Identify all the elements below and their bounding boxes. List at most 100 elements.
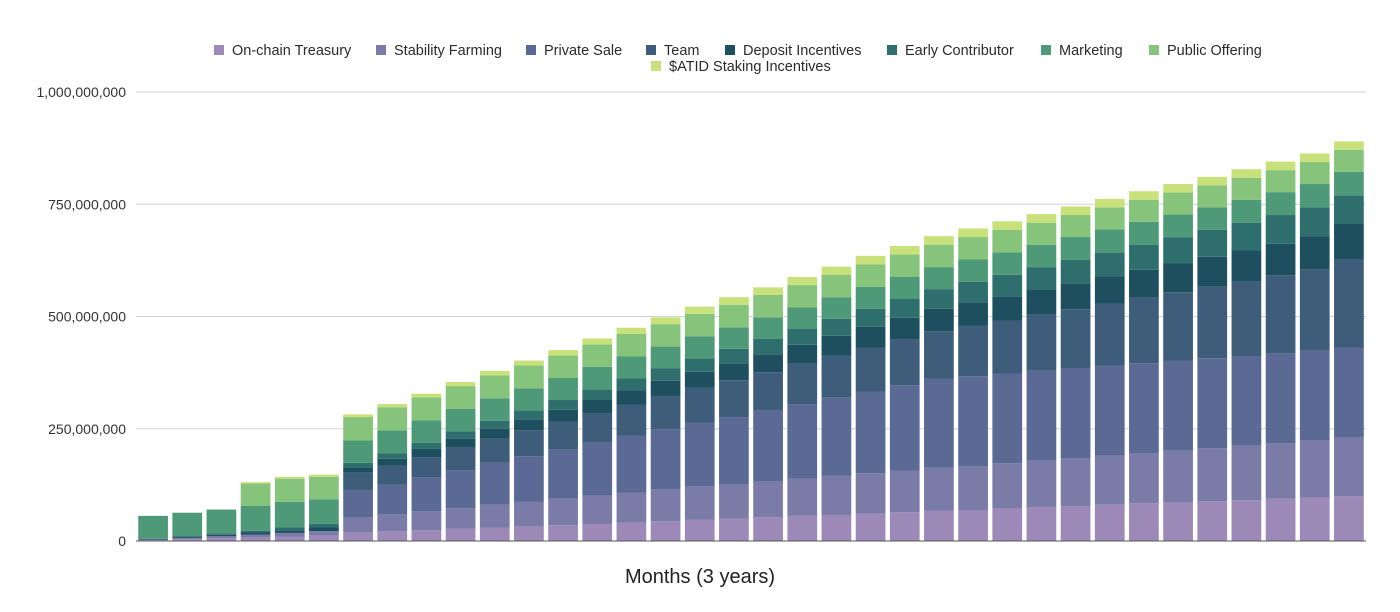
bar-segment (445, 528, 476, 541)
bar-segment (1265, 243, 1296, 276)
bar-segment (1163, 360, 1193, 451)
bar-segment (445, 470, 476, 509)
bar-segment (787, 515, 818, 541)
bar-segment (821, 297, 852, 319)
bar-segment (684, 358, 715, 372)
bar-segment (309, 523, 339, 528)
bar-segment (1265, 161, 1296, 171)
bar-segment (240, 537, 271, 541)
bar-segment (309, 476, 339, 500)
bar-segment (514, 430, 544, 457)
legend: On-chain Treasury Stability Farming Privat… (214, 43, 1262, 75)
legend-swatch (646, 45, 656, 55)
bar-segment (992, 508, 1023, 541)
bar-segment (138, 515, 168, 539)
bar-segment (650, 521, 681, 541)
bar-segment (684, 371, 715, 388)
bar-segment (514, 501, 544, 527)
bar-segment (1334, 149, 1364, 172)
bar-segment (1129, 453, 1159, 504)
bar-segment (1197, 229, 1228, 257)
bar-segment (958, 325, 988, 377)
legend-swatch (725, 45, 735, 55)
bar-segment (582, 495, 613, 524)
bar-segment (889, 246, 920, 255)
bar-segment (855, 347, 886, 392)
bar-segment (821, 397, 852, 476)
bar-segment (616, 404, 647, 436)
bar-segment (582, 400, 613, 414)
legend-item: Deposit Incentives (725, 43, 861, 59)
bar-segment (787, 285, 818, 308)
bar-segment (1060, 458, 1091, 506)
legend-item: Early Contributor (887, 43, 1014, 59)
bar-segment (1060, 505, 1091, 541)
bar-segment (274, 478, 305, 502)
bar-segment (616, 522, 647, 541)
bar-segment (821, 475, 852, 515)
bar-segment (1265, 498, 1296, 541)
bar-segment (855, 513, 886, 541)
bar-segment (548, 355, 578, 379)
bar-segment (240, 482, 271, 484)
bar-segment (445, 447, 476, 471)
bar-segment (309, 527, 339, 532)
bar-segment (172, 537, 203, 540)
bar-segment (1299, 153, 1330, 163)
bar-segment (411, 511, 442, 531)
bar-segment (514, 360, 544, 366)
bar-segment (719, 297, 749, 305)
bar-segment (240, 532, 271, 535)
bar-segment (889, 276, 920, 299)
bar-segment (889, 339, 920, 386)
bar-segment (753, 287, 783, 295)
bar-segment (684, 486, 715, 520)
bar-segment (548, 400, 578, 410)
bar-segment (1026, 507, 1057, 541)
bar-segment (343, 414, 373, 418)
bar-segment (787, 404, 818, 479)
bar-segment (1299, 440, 1330, 498)
bar-segment (548, 378, 578, 401)
bar-segment (479, 438, 510, 463)
bar-segment (924, 236, 954, 245)
bar-segment (343, 467, 373, 473)
bar-segment (855, 286, 886, 309)
bar-segment (924, 378, 954, 468)
bar-segment (924, 267, 954, 290)
bar-segment (411, 420, 442, 443)
bar-segment (650, 395, 681, 430)
bar-segment (616, 334, 647, 357)
legend-item: On-chain Treasury (214, 43, 352, 59)
bar-segment (1060, 206, 1091, 216)
bar-segment (1231, 222, 1262, 251)
bar-segment (1094, 303, 1125, 366)
bar-segment (889, 512, 920, 541)
bar-segment (1334, 141, 1364, 150)
bar-segment (1334, 347, 1364, 438)
bar-segment (445, 438, 476, 448)
bar-segment (479, 462, 510, 505)
bar-segment (377, 458, 408, 466)
legend-item: Stability Farming (376, 43, 502, 59)
bar-segment (548, 421, 578, 450)
bar-segment (377, 453, 408, 459)
bar-segment (719, 484, 749, 519)
bar-segment (1163, 214, 1193, 238)
bar-segment (616, 378, 647, 391)
bar-segment (821, 266, 852, 275)
bar-segment (445, 408, 476, 432)
legend-swatch (651, 61, 661, 71)
bar-segment (377, 514, 408, 532)
bars (138, 141, 1364, 541)
bar-segment (377, 404, 408, 408)
bar-segment (445, 431, 476, 439)
bar-segment (411, 457, 442, 478)
legend-swatch (1149, 45, 1159, 55)
bar-segment (1163, 192, 1193, 215)
bar-segment (582, 389, 613, 401)
legend-item: Public Offering (1149, 43, 1262, 59)
bar-segment (889, 470, 920, 513)
legend-label: Private Sale (544, 43, 622, 59)
bar-segment (309, 531, 339, 536)
